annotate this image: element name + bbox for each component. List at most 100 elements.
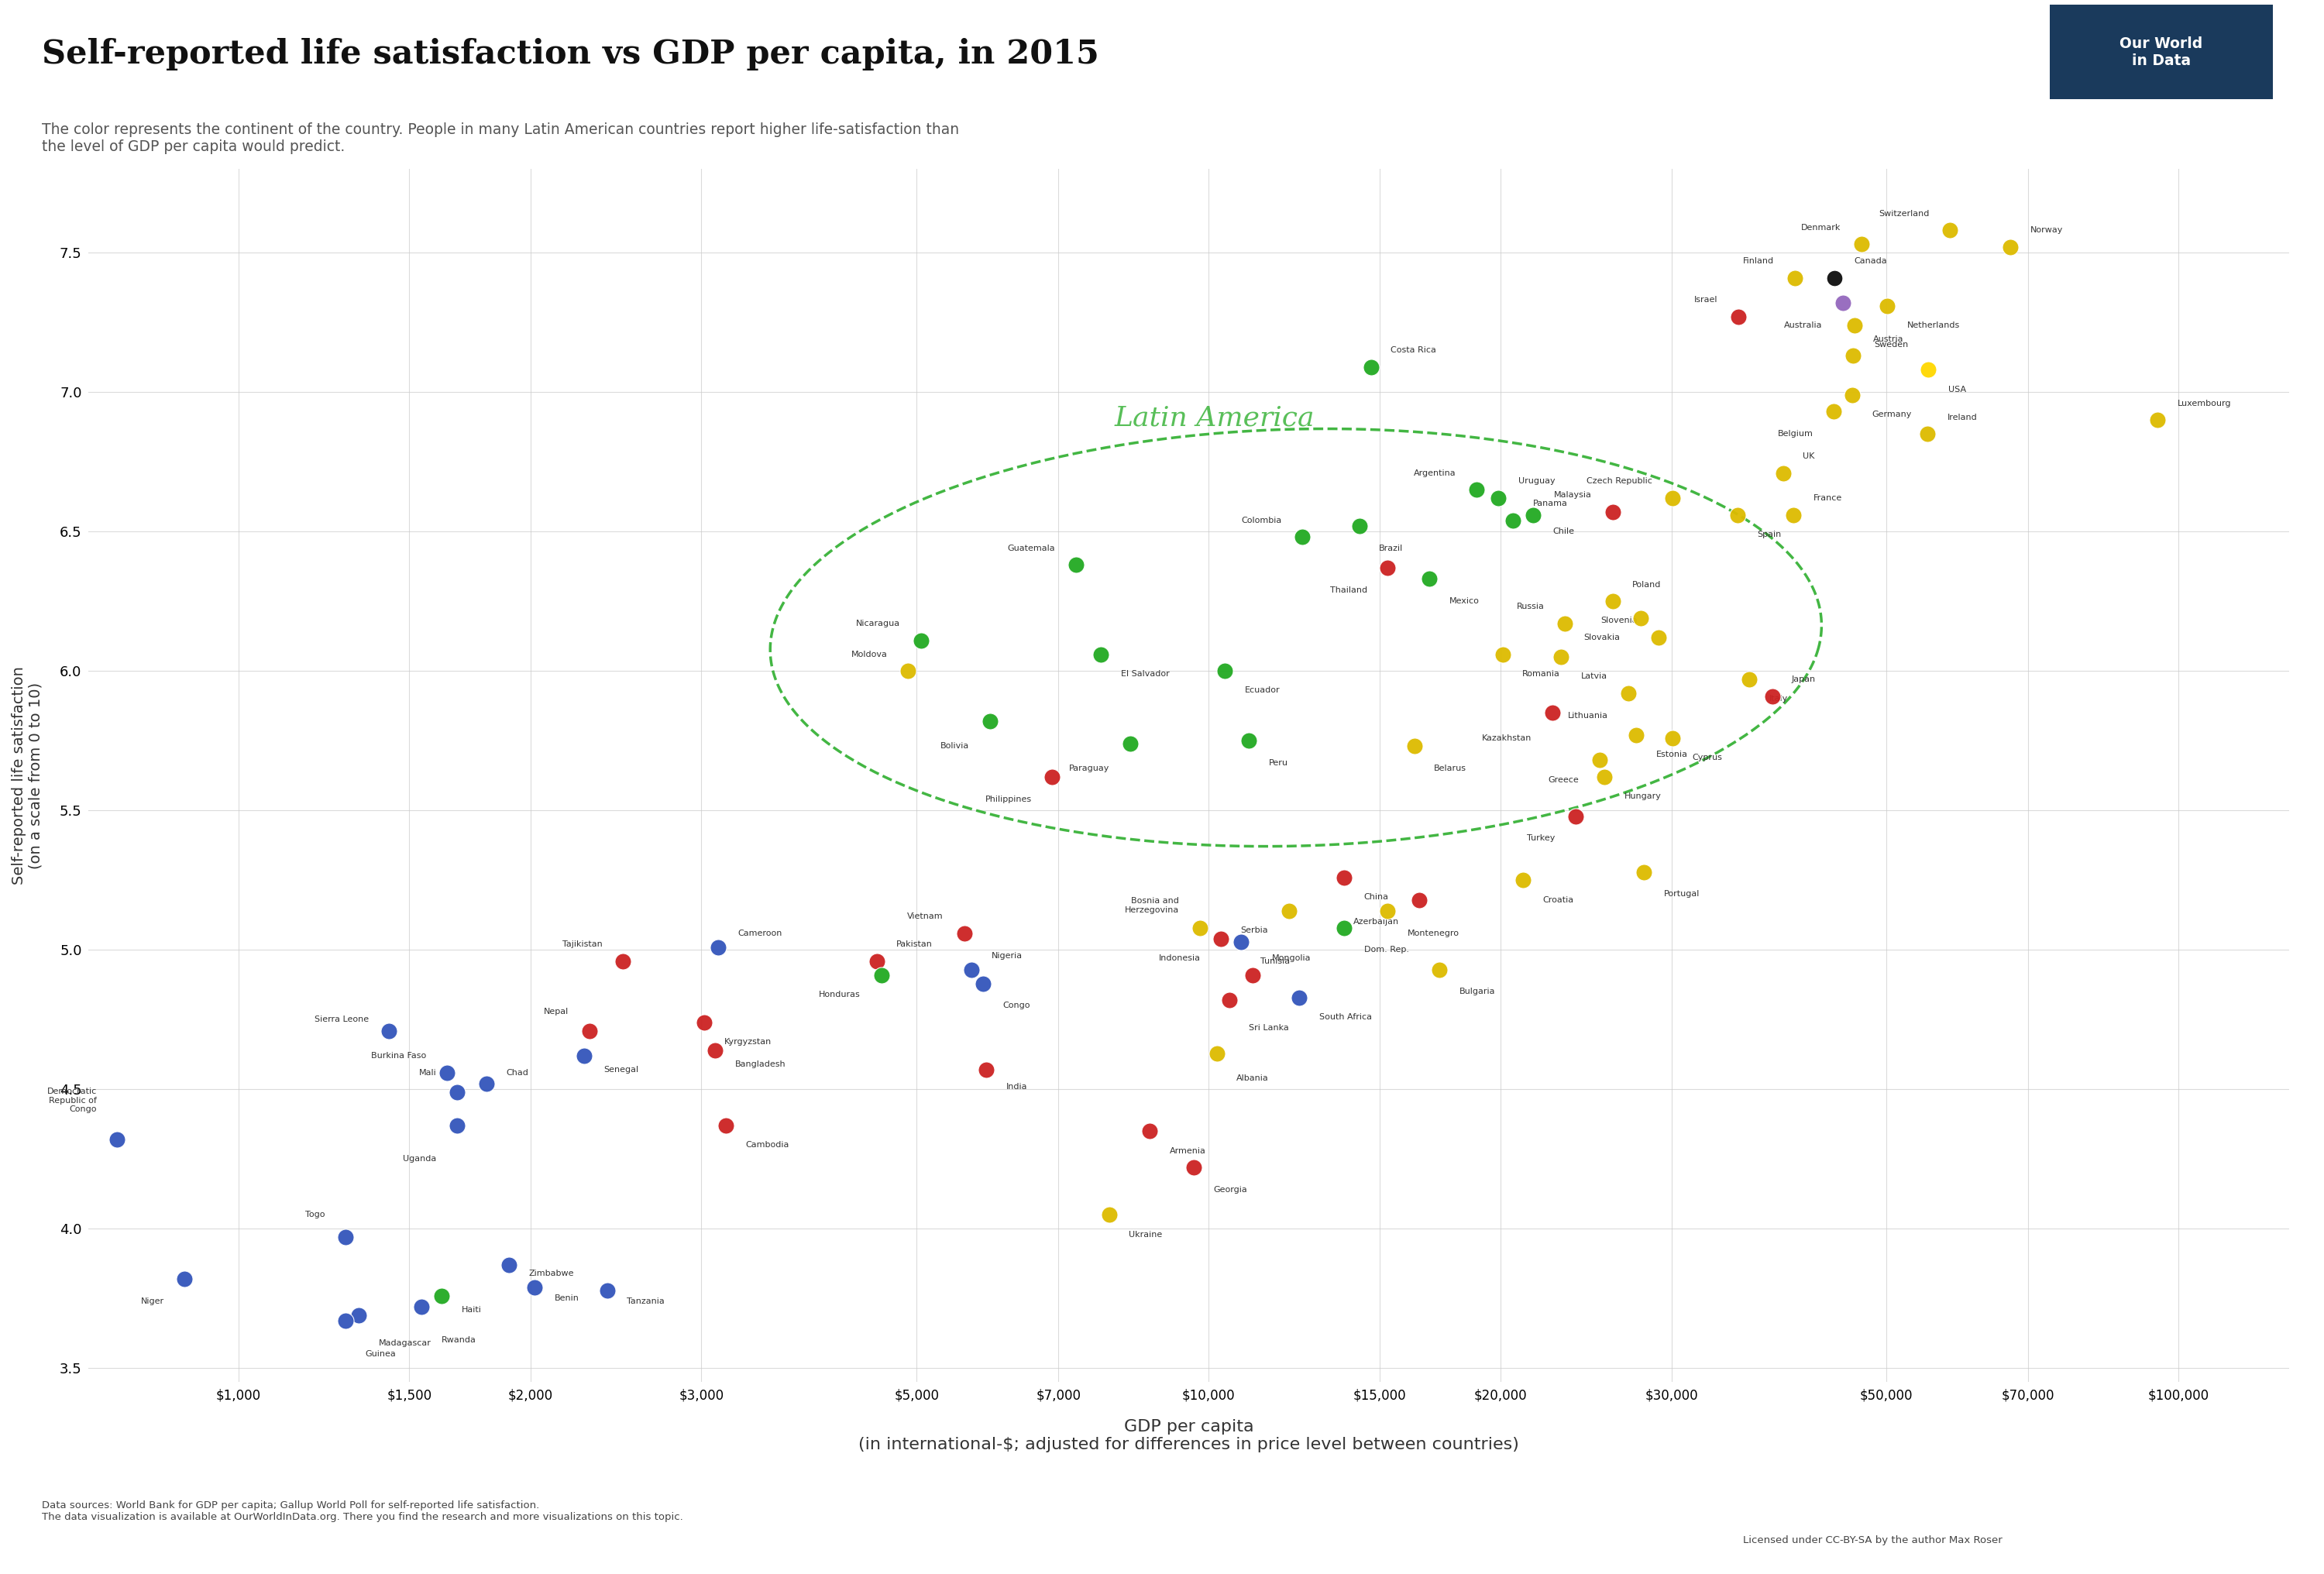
Text: Croatia: Croatia [1543,896,1573,903]
Text: Japan: Japan [1792,675,1815,683]
Text: Paraguay: Paraguay [1069,765,1109,773]
Point [1271,899,1308,924]
Text: Self-reported life satisfaction vs GDP per capita, in 2015: Self-reported life satisfaction vs GDP p… [42,38,1099,71]
Text: Belarus: Belarus [1434,765,1466,773]
Text: Italy: Italy [1769,696,1787,702]
Point [1815,264,1852,290]
Text: Indonesia: Indonesia [1157,954,1199,962]
Text: Greece: Greece [1548,776,1578,784]
Point [588,1278,625,1303]
Text: Turkey: Turkey [1527,834,1555,842]
Text: Haiti: Haiti [462,1306,481,1314]
Point [1624,859,1662,885]
Point [971,708,1009,733]
Text: Vietnam: Vietnam [906,913,944,921]
Point [572,1018,609,1044]
Point [1580,748,1618,773]
Point [1731,667,1769,693]
Point [1834,343,1871,368]
Point [1834,382,1871,408]
Point [1211,987,1248,1012]
Text: Azerbaijan: Azerbaijan [1353,918,1399,926]
Point [1222,929,1260,954]
Point [1836,313,1873,338]
Point [697,1037,734,1062]
Point [1090,1203,1127,1228]
Text: Belgium: Belgium [1778,430,1813,438]
Y-axis label: Self-reported life satisfaction
(on a scale from 0 to 10): Self-reported life satisfaction (on a sc… [12,666,44,885]
Text: Zimbabwe: Zimbabwe [528,1270,574,1278]
X-axis label: GDP per capita
(in international-$; adjusted for differences in price level betw: GDP per capita (in international-$; adju… [858,1418,1520,1453]
Text: Mali: Mali [418,1069,437,1077]
Text: Bangladesh: Bangladesh [734,1061,786,1069]
Point [862,962,899,987]
Point [1992,235,2029,260]
Text: Slovakia: Slovakia [1583,634,1620,642]
Point [686,1011,723,1036]
Text: Latvia: Latvia [1580,672,1608,680]
Point [1057,552,1095,578]
Point [1111,730,1148,756]
Text: Armenia: Armenia [1169,1147,1206,1155]
Text: The color represents the continent of the country. People in many Latin American: The color represents the continent of th… [42,123,960,154]
Point [890,658,927,683]
Text: Guinea: Guinea [365,1350,397,1358]
Text: Cameroon: Cameroon [737,929,783,937]
Point [1457,477,1494,502]
Text: Moldova: Moldova [851,650,888,658]
Point [1764,461,1801,486]
Point [467,1072,504,1097]
Point [1594,499,1631,524]
Text: Rwanda: Rwanda [442,1336,476,1344]
Text: Nigeria: Nigeria [992,952,1023,960]
Text: Sweden: Sweden [1873,342,1908,348]
Text: Bulgaria: Bulgaria [1459,988,1494,996]
Text: Georgia: Georgia [1213,1185,1248,1193]
Point [1755,683,1792,708]
Point [1545,611,1583,636]
Point [1868,293,1906,318]
Point [1353,354,1390,379]
Text: Cyprus: Cyprus [1692,754,1722,762]
Point [604,949,641,974]
Text: Tunisia: Tunisia [1260,957,1290,965]
Text: Serbia: Serbia [1241,927,1269,935]
Point [700,935,737,960]
Point [1369,556,1406,581]
Point [1655,485,1692,510]
Text: Data sources: World Bank for GDP per capita; Gallup World Poll for self-reported: Data sources: World Bank for GDP per cap… [42,1500,683,1522]
Point [1720,304,1757,329]
Point [1720,502,1757,527]
Point [1341,513,1378,538]
Point [1494,508,1532,534]
Text: Albania: Albania [1236,1075,1269,1081]
Text: Uruguay: Uruguay [1518,477,1555,485]
Point [1132,1119,1169,1144]
Point [1281,985,1318,1011]
Text: South Africa: South Africa [1320,1014,1371,1020]
Point [1480,485,1518,510]
Point [1824,290,1862,315]
Point [2138,408,2175,433]
Point [1325,864,1362,889]
Point [1325,914,1362,940]
Text: Licensed under CC-BY-SA by the author Max Roser: Licensed under CC-BY-SA by the author Ma… [1743,1536,2003,1546]
Point [516,1275,553,1300]
Point [1401,888,1439,913]
Text: Sierra Leone: Sierra Leone [314,1015,370,1023]
Text: Latin America: Latin America [1116,405,1315,431]
Point [1034,765,1071,790]
Text: Montenegro: Montenegro [1408,929,1459,937]
Point [1176,1155,1213,1180]
Text: Niger: Niger [139,1297,165,1305]
Text: Tajikistan: Tajikistan [562,941,602,948]
Point [439,1080,476,1105]
Point [1083,642,1120,667]
Text: Chad: Chad [507,1069,528,1077]
Point [1594,589,1631,614]
Point [1908,422,1945,447]
Text: Poland: Poland [1631,581,1662,589]
Text: Nicaragua: Nicaragua [855,620,899,628]
Point [1931,217,1968,242]
Point [1543,644,1580,669]
